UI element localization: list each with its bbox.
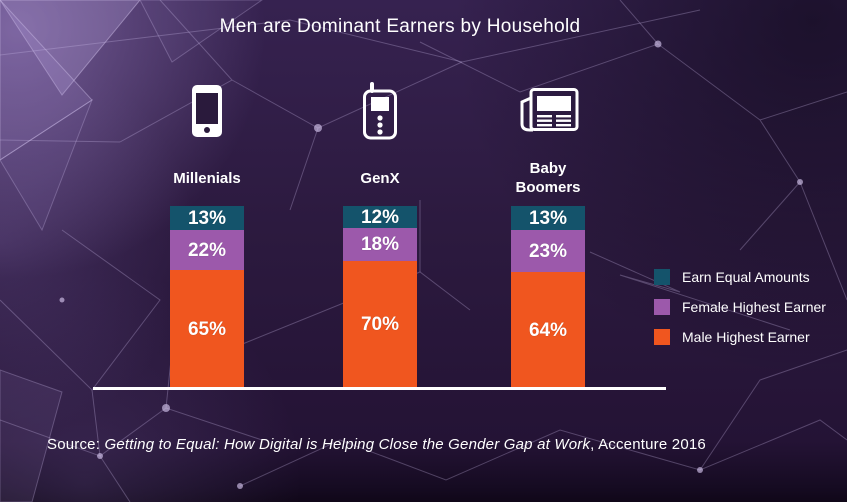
bar-segment-male: 64% bbox=[511, 272, 585, 388]
category-label: GenX bbox=[360, 169, 400, 187]
segment-value-label: 13% bbox=[187, 207, 227, 229]
segment-value-label: 12% bbox=[360, 206, 400, 228]
legend-label: Male Highest Earner bbox=[682, 329, 810, 345]
legend-item-equal: Earn Equal Amounts bbox=[654, 269, 826, 285]
segment-value-label: 65% bbox=[187, 318, 227, 340]
bar-segment-female: 18% bbox=[343, 228, 417, 261]
segment-value-label: 13% bbox=[528, 207, 568, 229]
bar-segment-male: 70% bbox=[343, 261, 417, 388]
smartphone-icon bbox=[137, 80, 277, 142]
category-label: Baby Boomers bbox=[515, 160, 581, 196]
segment-value-label: 18% bbox=[360, 234, 400, 255]
segment-value-label: 23% bbox=[528, 240, 568, 262]
source-suffix: , Accenture 2016 bbox=[590, 436, 706, 453]
stacked-bar: 12% 18% 70% bbox=[343, 206, 417, 388]
legend-swatch-male bbox=[654, 329, 670, 345]
bar-segment-female: 23% bbox=[511, 230, 585, 272]
source-prefix: Source: bbox=[47, 436, 105, 453]
bar-segment-male: 65% bbox=[170, 270, 244, 388]
legend-item-female: Female Highest Earner bbox=[654, 299, 826, 315]
legend-swatch-female bbox=[654, 299, 670, 315]
bar-segment-equal: 12% bbox=[343, 206, 417, 228]
category-column-millenials: Millenials 13% 22% 65% bbox=[137, 70, 277, 400]
legend: Earn Equal Amounts Female Highest Earner… bbox=[654, 269, 826, 359]
feature-phone-icon bbox=[310, 80, 450, 142]
legend-swatch-equal bbox=[654, 269, 670, 285]
chart-title: Men are Dominant Earners by Household bbox=[219, 16, 581, 37]
source-title: Getting to Equal: How Digital is Helping… bbox=[104, 436, 591, 453]
stacked-bar: 13% 22% 65% bbox=[170, 206, 244, 388]
legend-label: Earn Equal Amounts bbox=[682, 269, 810, 285]
bar-segment-equal: 13% bbox=[170, 206, 244, 230]
category-column-genx: GenX 12% 18% 70% bbox=[310, 70, 450, 400]
legend-item-male: Male Highest Earner bbox=[654, 329, 826, 345]
category-column-baby-boomers: Baby Boomers 13% 23% 64% bbox=[478, 70, 618, 400]
category-label: Millenials bbox=[173, 169, 241, 187]
bar-segment-female: 22% bbox=[170, 230, 244, 270]
source-citation: Source: Getting to Equal: How Digital is… bbox=[47, 436, 817, 453]
legend-label: Female Highest Earner bbox=[682, 299, 826, 315]
segment-value-label: 70% bbox=[360, 314, 400, 335]
newspaper-icon bbox=[478, 80, 618, 142]
bar-segment-equal: 13% bbox=[511, 206, 585, 230]
segment-value-label: 64% bbox=[528, 319, 568, 341]
x-axis-baseline bbox=[93, 387, 666, 390]
segment-value-label: 22% bbox=[187, 239, 227, 261]
stacked-bar: 13% 23% 64% bbox=[511, 206, 585, 388]
